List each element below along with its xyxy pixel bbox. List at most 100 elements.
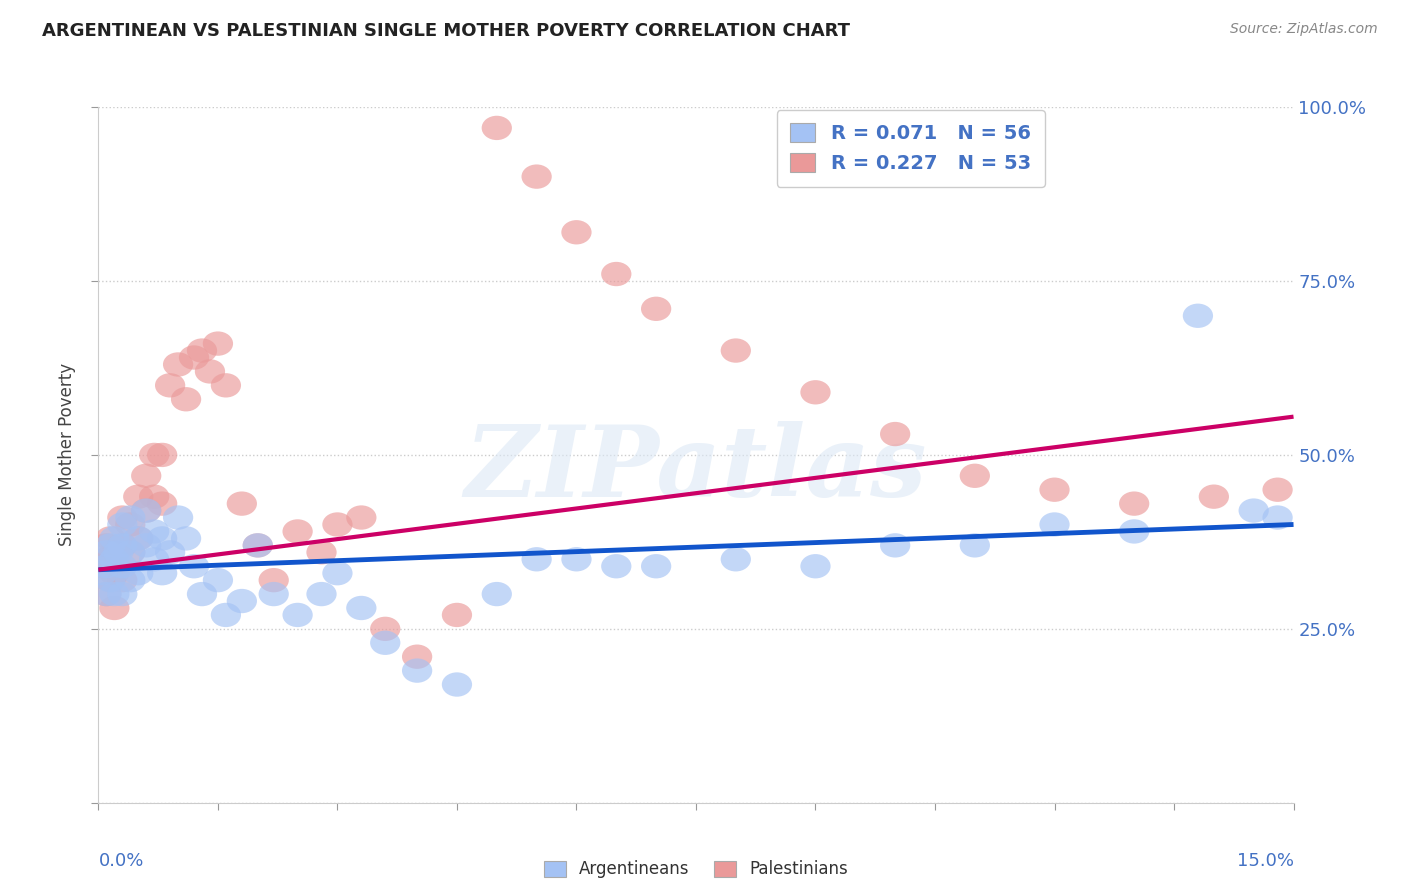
Ellipse shape: [96, 568, 125, 592]
Ellipse shape: [1182, 303, 1213, 328]
Ellipse shape: [91, 541, 121, 565]
Ellipse shape: [103, 541, 134, 565]
Ellipse shape: [139, 547, 169, 572]
Ellipse shape: [139, 442, 169, 467]
Ellipse shape: [179, 345, 209, 369]
Ellipse shape: [115, 506, 145, 530]
Ellipse shape: [1039, 477, 1070, 502]
Ellipse shape: [800, 380, 831, 404]
Ellipse shape: [211, 373, 240, 398]
Ellipse shape: [155, 373, 186, 398]
Ellipse shape: [1239, 499, 1268, 523]
Ellipse shape: [107, 506, 138, 530]
Ellipse shape: [148, 442, 177, 467]
Ellipse shape: [283, 603, 312, 627]
Ellipse shape: [522, 164, 551, 189]
Ellipse shape: [179, 554, 209, 578]
Ellipse shape: [1199, 484, 1229, 508]
Ellipse shape: [641, 297, 671, 321]
Ellipse shape: [721, 547, 751, 572]
Ellipse shape: [880, 422, 910, 446]
Ellipse shape: [139, 519, 169, 543]
Ellipse shape: [96, 526, 125, 550]
Ellipse shape: [307, 541, 336, 565]
Ellipse shape: [139, 484, 169, 508]
Ellipse shape: [96, 568, 125, 592]
Ellipse shape: [195, 359, 225, 384]
Ellipse shape: [602, 554, 631, 578]
Ellipse shape: [107, 554, 138, 578]
Ellipse shape: [100, 541, 129, 565]
Ellipse shape: [131, 533, 162, 558]
Ellipse shape: [441, 603, 472, 627]
Ellipse shape: [91, 554, 121, 578]
Ellipse shape: [211, 603, 240, 627]
Ellipse shape: [226, 589, 257, 613]
Ellipse shape: [131, 499, 162, 523]
Ellipse shape: [1119, 491, 1149, 516]
Ellipse shape: [107, 568, 138, 592]
Ellipse shape: [402, 658, 432, 682]
Ellipse shape: [283, 519, 312, 543]
Ellipse shape: [100, 547, 129, 572]
Ellipse shape: [322, 561, 353, 585]
Ellipse shape: [482, 116, 512, 140]
Ellipse shape: [641, 554, 671, 578]
Ellipse shape: [370, 616, 401, 641]
Ellipse shape: [155, 541, 186, 565]
Ellipse shape: [259, 568, 288, 592]
Ellipse shape: [115, 541, 145, 565]
Ellipse shape: [107, 533, 138, 558]
Ellipse shape: [172, 387, 201, 411]
Ellipse shape: [172, 526, 201, 550]
Ellipse shape: [960, 464, 990, 488]
Ellipse shape: [91, 533, 121, 558]
Ellipse shape: [800, 554, 831, 578]
Ellipse shape: [602, 262, 631, 286]
Ellipse shape: [100, 596, 129, 620]
Ellipse shape: [187, 338, 217, 363]
Ellipse shape: [107, 582, 138, 607]
Ellipse shape: [87, 554, 118, 578]
Ellipse shape: [163, 352, 193, 376]
Ellipse shape: [91, 547, 121, 572]
Ellipse shape: [402, 645, 432, 669]
Text: Source: ZipAtlas.com: Source: ZipAtlas.com: [1230, 22, 1378, 37]
Ellipse shape: [91, 582, 121, 607]
Ellipse shape: [107, 533, 138, 558]
Ellipse shape: [115, 541, 145, 565]
Ellipse shape: [522, 547, 551, 572]
Ellipse shape: [148, 491, 177, 516]
Ellipse shape: [346, 596, 377, 620]
Legend: Argentineans, Palestinians: Argentineans, Palestinians: [537, 854, 855, 885]
Ellipse shape: [880, 533, 910, 558]
Ellipse shape: [124, 561, 153, 585]
Ellipse shape: [107, 512, 138, 537]
Ellipse shape: [124, 526, 153, 550]
Ellipse shape: [1263, 477, 1292, 502]
Ellipse shape: [482, 582, 512, 607]
Ellipse shape: [202, 332, 233, 356]
Ellipse shape: [1119, 519, 1149, 543]
Ellipse shape: [243, 533, 273, 558]
Ellipse shape: [960, 533, 990, 558]
Ellipse shape: [100, 582, 129, 607]
Text: 0.0%: 0.0%: [98, 852, 143, 870]
Ellipse shape: [259, 582, 288, 607]
Ellipse shape: [346, 506, 377, 530]
Ellipse shape: [226, 491, 257, 516]
Ellipse shape: [91, 582, 121, 607]
Ellipse shape: [163, 506, 193, 530]
Ellipse shape: [243, 533, 273, 558]
Text: 15.0%: 15.0%: [1236, 852, 1294, 870]
Ellipse shape: [148, 526, 177, 550]
Ellipse shape: [202, 568, 233, 592]
Ellipse shape: [187, 582, 217, 607]
Ellipse shape: [131, 499, 162, 523]
Ellipse shape: [100, 526, 129, 550]
Ellipse shape: [87, 561, 118, 585]
Ellipse shape: [561, 220, 592, 244]
Ellipse shape: [307, 582, 336, 607]
Text: ARGENTINEAN VS PALESTINIAN SINGLE MOTHER POVERTY CORRELATION CHART: ARGENTINEAN VS PALESTINIAN SINGLE MOTHER…: [42, 22, 851, 40]
Ellipse shape: [1263, 506, 1292, 530]
